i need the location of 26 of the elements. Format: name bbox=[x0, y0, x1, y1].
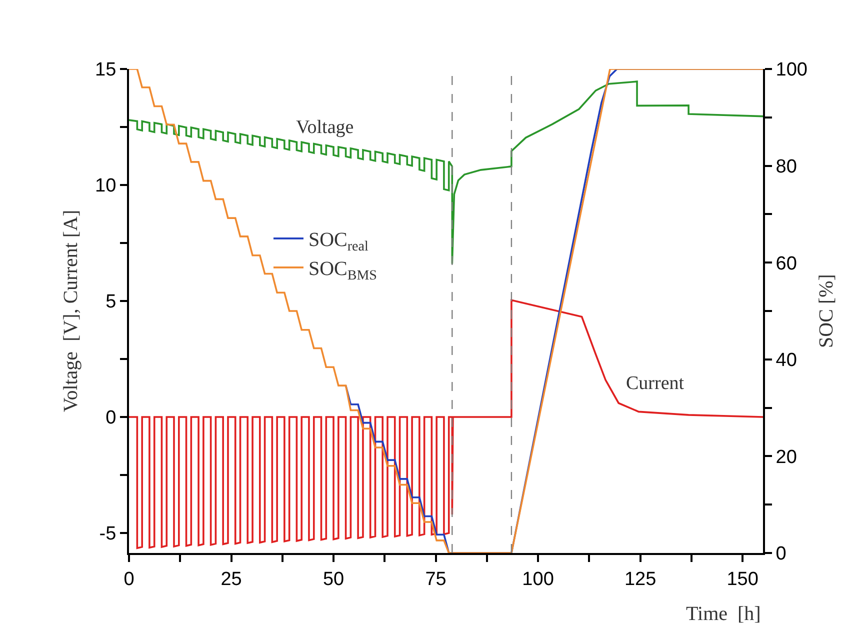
y-axis-title: Voltage [V], Current [A] bbox=[60, 210, 82, 412]
y2-tick-label: 60 bbox=[776, 253, 797, 274]
y-tick-label: 10 bbox=[95, 176, 116, 197]
x-tick-label: 75 bbox=[425, 568, 446, 590]
x-axis-title: Time [h] bbox=[686, 603, 761, 625]
y-tick-label: 15 bbox=[95, 60, 116, 81]
legend-label: SOC$_{BMS}$ bbox=[308, 258, 377, 284]
y2-tick-label: 40 bbox=[776, 350, 797, 372]
x-tick-label: 150 bbox=[726, 568, 758, 590]
x-tick-label: 125 bbox=[624, 568, 656, 590]
legend-label: SOC$_{real}$ bbox=[308, 229, 368, 254]
y-tick-label: 0 bbox=[106, 408, 116, 429]
annotation: Voltage bbox=[296, 117, 354, 138]
x-tick-label: 0 bbox=[124, 568, 134, 590]
y-tick-label: 5 bbox=[106, 292, 116, 313]
x-tick-label: 50 bbox=[322, 568, 344, 590]
y2-tick-label: 0 bbox=[776, 544, 786, 565]
y2-tick-label: 80 bbox=[776, 156, 797, 178]
y2-axis-title: SOC [%] bbox=[816, 274, 838, 348]
annotation: Current bbox=[626, 373, 685, 394]
y2-tick-label: 100 bbox=[776, 60, 808, 81]
x-tick-label: 100 bbox=[522, 568, 554, 590]
x-tick-label: 25 bbox=[220, 568, 242, 590]
y2-tick-label: 20 bbox=[776, 446, 797, 468]
line-series bbox=[129, 299, 763, 550]
y-tick-label: -5 bbox=[99, 524, 116, 545]
